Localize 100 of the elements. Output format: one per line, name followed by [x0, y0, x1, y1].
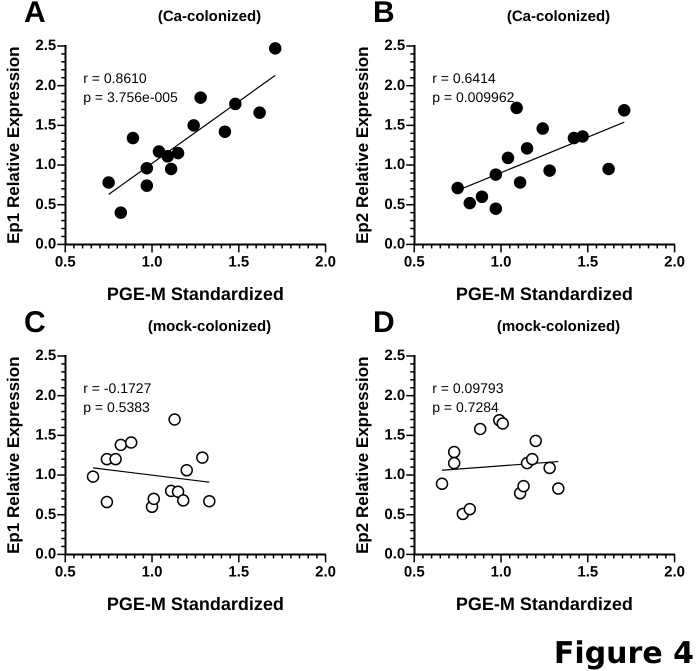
point — [86, 470, 100, 483]
y-tick-label: 2.0 — [35, 386, 56, 404]
x-tick-label: 1.0 — [142, 254, 162, 271]
point — [464, 502, 476, 516]
chart-subtitle: (Ca-colonized) — [156, 8, 262, 25]
y-tick-label: 1.0 — [35, 466, 56, 484]
point — [114, 206, 128, 219]
y-tick-label: 0.0 — [384, 236, 406, 253]
point — [514, 176, 526, 189]
point — [168, 413, 181, 426]
y-tick-label: 0.5 — [35, 506, 56, 523]
caption: Figure 4 — [554, 636, 694, 671]
y-tick-label: 0.5 — [384, 196, 406, 213]
chart-subtitle: (mock-colonized) — [496, 318, 622, 335]
point — [448, 456, 460, 470]
x-tick-label: 0.5 — [404, 254, 425, 271]
x-tick-label: 0.5 — [54, 564, 76, 581]
point — [177, 494, 190, 507]
y-tick-label: 1.0 — [35, 156, 56, 174]
x-tick-label: 0.5 — [404, 564, 425, 581]
point — [196, 451, 209, 464]
point — [520, 142, 534, 155]
point — [140, 179, 154, 192]
x-tick-label: 1.0 — [490, 254, 512, 271]
point — [180, 464, 193, 477]
point — [140, 162, 154, 174]
point — [161, 150, 174, 163]
y-tick-label: 2.5 — [384, 37, 406, 54]
y-axis-title: Ep2 Relative Expression — [352, 356, 372, 554]
point — [124, 436, 138, 449]
point — [476, 190, 488, 204]
point — [172, 485, 184, 498]
y-tick-label: 2.5 — [35, 347, 56, 364]
y-tick-label: 2.5 — [384, 347, 406, 364]
y-axis-title: Ep1 Relative Expression — [4, 356, 23, 554]
point — [448, 446, 460, 458]
x-tick-label: 1.5 — [228, 254, 250, 271]
point — [187, 119, 200, 132]
y-tick-label: 1.5 — [35, 116, 56, 134]
annotation: p = 0.7284 — [432, 398, 500, 415]
point — [436, 478, 448, 490]
y-tick-label: 2.0 — [35, 76, 56, 94]
point — [490, 168, 502, 181]
point — [510, 102, 523, 114]
x-tick-label: 2.0 — [315, 564, 336, 581]
y-tick-label: 0.0 — [35, 546, 56, 563]
point — [543, 164, 556, 177]
chart-subtitle: (mock-colonized) — [146, 318, 272, 335]
y-tick-label: 2.0 — [384, 76, 406, 94]
x-tick-label: 2.0 — [664, 254, 686, 271]
x-tick-label: 1.5 — [577, 254, 598, 271]
point — [502, 152, 514, 164]
point — [164, 162, 178, 176]
y-tick-label: 1.5 — [384, 426, 406, 444]
point — [490, 202, 502, 215]
y-tick-label: 0.0 — [384, 546, 406, 563]
x-axis-title: PGE-M Standardized — [456, 284, 633, 304]
x-axis-title: PGE-M Standardized — [456, 594, 633, 614]
point — [536, 122, 549, 135]
point — [451, 182, 464, 194]
x-axis-title: PGE-M Standardized — [106, 594, 284, 614]
point — [114, 438, 128, 452]
x-tick-label: 1.5 — [228, 564, 250, 581]
annotation: r = -0.1727 — [83, 380, 152, 396]
y-axis-title: Ep2 Relative Expression — [352, 46, 372, 244]
annotation: p = 0.5383 — [83, 398, 150, 415]
point — [100, 496, 114, 508]
point — [464, 196, 476, 210]
x-tick-label: 1.5 — [577, 564, 598, 581]
point — [218, 125, 232, 138]
x-tick-label: 2.0 — [664, 564, 686, 581]
annotation: r = 0.09793 — [432, 380, 504, 396]
chart-title: C — [24, 306, 46, 340]
annotation: p = 0.009962 — [432, 88, 515, 105]
y-tick-label: 0.0 — [35, 236, 56, 253]
point — [109, 452, 122, 466]
x-tick-label: 1.0 — [142, 564, 162, 581]
point — [474, 422, 486, 436]
point — [496, 417, 510, 430]
annotation: r = 0.6414 — [432, 70, 496, 86]
x-tick-label: 0.5 — [54, 254, 76, 271]
y-tick-label: 1.5 — [35, 426, 56, 444]
x-tick-label: 1.0 — [490, 564, 512, 581]
point — [229, 98, 242, 110]
y-tick-label: 1.0 — [384, 466, 406, 484]
annotation: p = 3.756e-005 — [83, 88, 178, 105]
point — [529, 434, 542, 448]
point — [552, 482, 565, 495]
annotation: r = 0.8610 — [83, 70, 147, 86]
y-tick-label: 1.0 — [384, 156, 406, 174]
chart-subtitle: (Ca-colonized) — [506, 8, 612, 25]
point — [203, 494, 216, 508]
point — [152, 145, 166, 158]
y-axis-title: Ep1 Relative Expression — [4, 46, 23, 244]
point — [526, 452, 539, 466]
chart-title: D — [373, 306, 395, 340]
point — [126, 132, 140, 144]
y-tick-label: 0.5 — [35, 196, 56, 213]
chart-title: A — [24, 0, 46, 30]
point — [172, 146, 184, 160]
